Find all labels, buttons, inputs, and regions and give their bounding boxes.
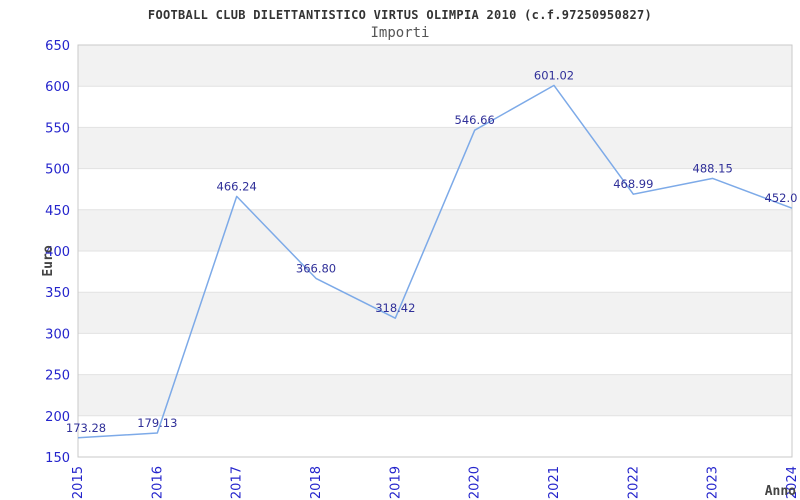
- data-point-label: 601.02: [534, 68, 574, 82]
- y-axis-tick-label: 600: [45, 80, 70, 95]
- plot-band: [78, 374, 792, 416]
- x-axis-tick-label: 2018: [309, 466, 324, 499]
- data-point-label: 173.28: [66, 421, 106, 435]
- y-axis-tick-label: 550: [45, 121, 70, 136]
- data-point-label: 318.42: [375, 301, 415, 315]
- data-point-label: 468.99: [613, 177, 653, 191]
- data-point-label: 366.80: [296, 261, 336, 275]
- y-axis-tick-label: 150: [45, 451, 70, 466]
- data-point-label: 466.24: [217, 179, 257, 193]
- plot-band: [78, 168, 792, 210]
- x-axis-tick-label: 2015: [71, 466, 86, 499]
- chart-subtitle: Importi: [370, 25, 430, 41]
- x-axis-tick-label: 2021: [547, 466, 562, 499]
- x-axis-tick-label: 2022: [626, 466, 641, 499]
- data-line-importi: [77, 84, 793, 439]
- y-axis-tick-label: 400: [45, 245, 70, 260]
- plot-band: [78, 333, 792, 375]
- y-axis-tick-label: 450: [45, 204, 70, 219]
- x-axis-tick-label: 2019: [388, 466, 403, 499]
- x-axis-tick-label: 2024: [785, 466, 800, 499]
- plot-band: [78, 86, 792, 128]
- y-axis-tick-label: 650: [45, 39, 70, 54]
- plot-band: [78, 292, 792, 334]
- plot-band: [78, 415, 792, 457]
- y-axis-tick-label: 200: [45, 410, 70, 425]
- plot-band: [78, 251, 792, 293]
- y-axis-tick-label: 350: [45, 286, 70, 301]
- y-axis-tick-label: 250: [45, 369, 70, 384]
- chart-title: FOOTBALL CLUB DILETTANTISTICO VIRTUS OLI…: [147, 8, 653, 22]
- x-axis-tick-label: 2016: [150, 466, 165, 499]
- x-axis-tick-label: 2020: [468, 466, 483, 499]
- y-axis-tick-label: 500: [45, 163, 70, 178]
- data-point-label: 546.66: [455, 113, 495, 127]
- x-axis-tick-label: 2017: [230, 466, 245, 499]
- plot-band: [78, 45, 792, 87]
- plot-band: [78, 209, 792, 251]
- y-axis-tick-label: 300: [45, 327, 70, 342]
- plot-border: [77, 44, 793, 458]
- data-point-label: 452.0: [765, 191, 798, 205]
- data-point-label: 179.13: [137, 416, 177, 430]
- data-point-label: 488.15: [693, 161, 733, 175]
- x-axis-title: Anno: [765, 484, 796, 499]
- y-axis-title: Euro: [41, 245, 56, 276]
- plot-band: [78, 127, 792, 169]
- x-axis-tick-label: 2023: [706, 466, 721, 499]
